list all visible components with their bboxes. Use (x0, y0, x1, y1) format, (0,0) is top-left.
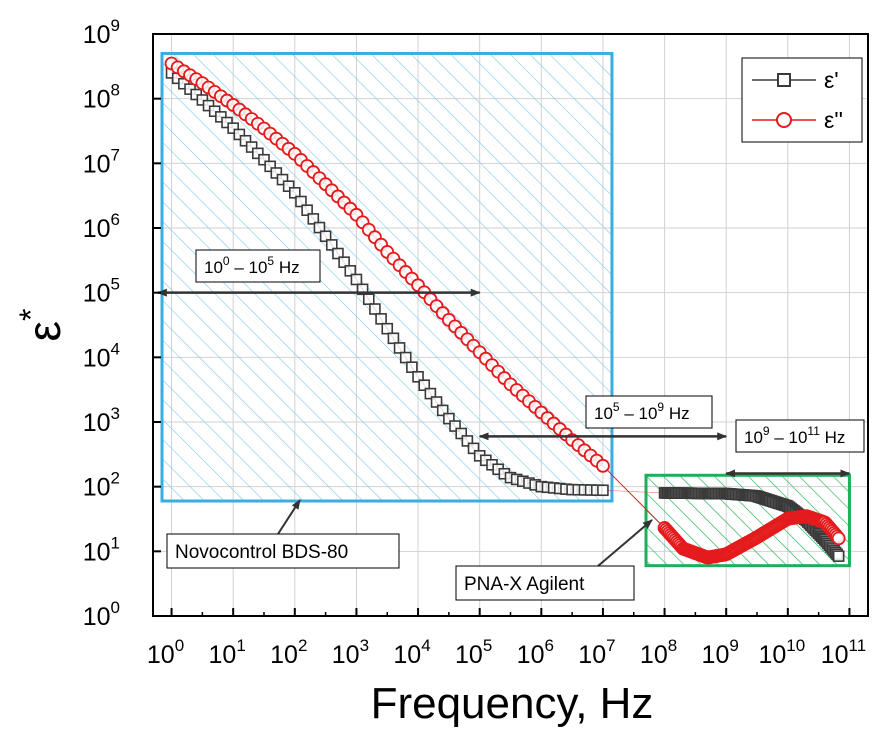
point-eps1-0-38 (401, 353, 411, 363)
point-eps1-0-30 (351, 274, 361, 284)
point-eps1-0-36 (388, 333, 398, 343)
x-tick-label-7: 107 (578, 636, 615, 669)
x-tick-label-4: 104 (393, 636, 430, 669)
region-pointer-1 (598, 520, 652, 566)
region-label-1: PNA-X Agilent (464, 574, 585, 595)
legend: ε' ε'' (742, 58, 862, 142)
y-tick-label-9: 109 (83, 16, 120, 49)
region-label-0: Novocontrol BDS-80 (175, 542, 348, 563)
legend-box (742, 58, 862, 142)
point-eps1-0-70 (598, 485, 608, 495)
y-tick-label-5: 105 (83, 275, 120, 308)
x-tick-label-0: 100 (147, 636, 184, 669)
y-tick-label-3: 103 (83, 404, 120, 437)
region-pointer-0 (278, 500, 300, 534)
point-eps1-0-34 (376, 314, 386, 324)
x-tick-label-3: 103 (332, 636, 369, 669)
point-eps1-0-33 (370, 304, 380, 314)
point-eps1-0-32 (364, 294, 374, 304)
x-tick-label-8: 108 (640, 636, 677, 669)
y-tick-label-8: 108 (83, 81, 120, 114)
legend-marker-1 (777, 113, 791, 127)
legend-label-1: ε'' (824, 107, 843, 133)
x-tick-label-5: 105 (455, 636, 492, 669)
range-label-0: 100 – 105 Hz (204, 254, 300, 277)
y-tick-label-7: 107 (83, 145, 120, 178)
legend-label-0: ε' (824, 67, 839, 93)
y-tick-label-4: 104 (83, 339, 120, 372)
x-tick-label-10: 1010 (758, 636, 805, 669)
point-eps1-0-39 (407, 362, 417, 372)
y-tick-label-0: 100 (83, 598, 120, 631)
y-tick-label-1: 101 (83, 533, 120, 566)
point-eps1-0-37 (395, 343, 405, 353)
range-label-2: 109 – 1011 Hz (744, 424, 845, 447)
x-tick-label-2: 102 (270, 636, 307, 669)
x-tick-label-1: 101 (209, 636, 246, 669)
x-tick-label-11: 1011 (821, 636, 866, 669)
y-tick-label-2: 102 (83, 469, 120, 502)
point-eps2-0-70 (597, 460, 609, 472)
y-axis-label: ε* (13, 309, 70, 342)
point-eps2-1-113 (833, 532, 845, 544)
y-tick-label-6: 106 (83, 210, 120, 243)
point-eps1-0-35 (382, 324, 392, 334)
point-eps1-1-113 (834, 551, 844, 561)
legend-marker-0 (778, 74, 790, 86)
range-label-1: 105 – 109 Hz (594, 400, 690, 423)
x-axis-label: Frequency, Hz (371, 679, 654, 728)
x-tick-label-9: 109 (702, 636, 739, 669)
y-axis-label-text: ε* (13, 309, 70, 342)
x-tick-label-6: 106 (517, 636, 554, 669)
